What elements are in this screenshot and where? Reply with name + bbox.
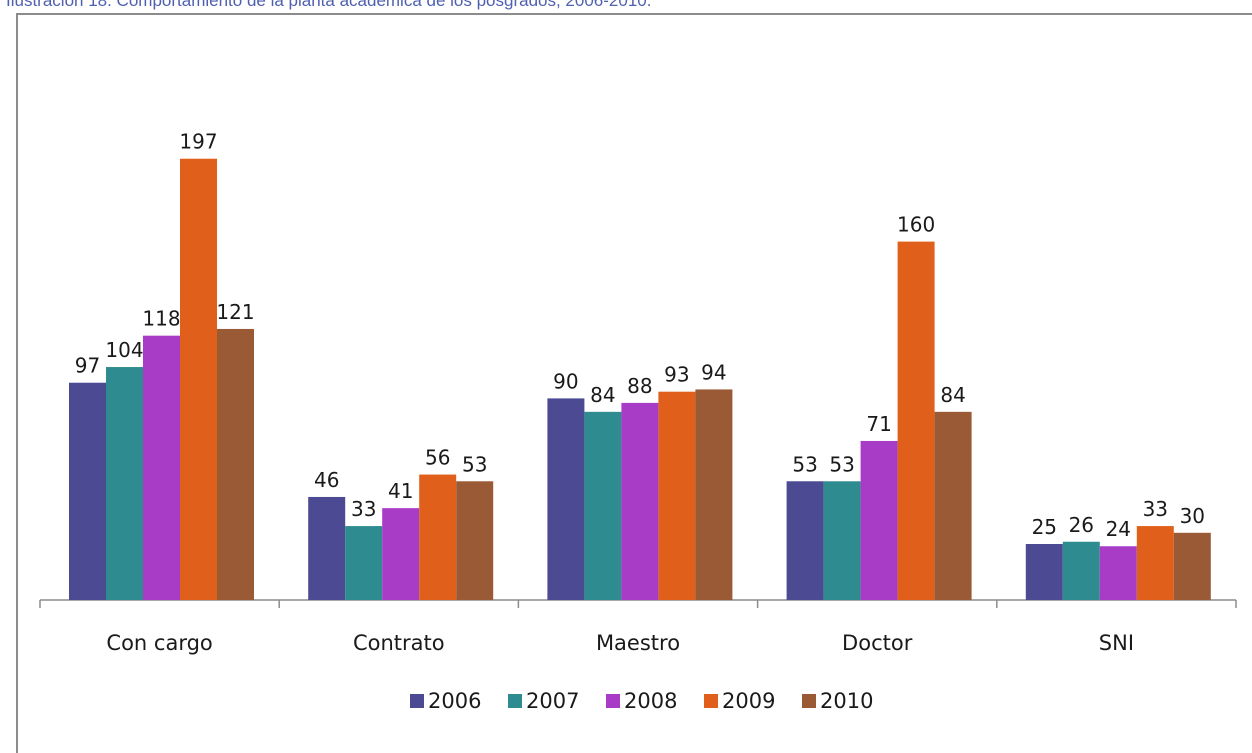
bar-2006 [547,398,585,600]
data-label: 88 [627,374,652,398]
bar-2009 [897,241,935,600]
data-label: 56 [425,446,450,470]
data-label: 121 [216,300,254,324]
data-label: 84 [590,383,615,407]
legend-swatch [508,694,522,708]
bar-2006 [786,481,824,600]
data-label: 97 [75,354,100,378]
data-label: 53 [829,452,854,476]
chart-frame [16,13,1252,753]
bar-2007 [823,481,861,600]
data-label: 53 [792,452,817,476]
bar-2007 [106,367,143,600]
figure-caption: Ilustración 18. Comportamiento de la pla… [6,0,652,10]
data-label: 104 [105,338,143,362]
data-label: 84 [940,383,965,407]
data-label: 41 [388,479,413,503]
data-label: 30 [1180,504,1205,528]
data-label: 46 [314,468,339,492]
bar-2007 [584,411,622,600]
legend-label: 2009 [722,689,775,713]
data-label: 25 [1032,515,1057,539]
data-label: 24 [1106,517,1131,541]
bar-2009 [658,391,696,600]
data-label: 33 [1143,497,1168,521]
bar-2010 [217,328,254,600]
legend-label: 2010 [820,689,873,713]
x-tick-label: Maestro [596,631,680,655]
bar-2008 [143,335,180,600]
data-label: 94 [701,360,726,384]
x-tick-label: Doctor [842,631,913,655]
bar-2007 [1062,541,1100,600]
data-label: 71 [866,412,891,436]
data-label: 90 [553,369,578,393]
bar-2009 [1136,526,1174,600]
bar-2006 [1025,544,1063,600]
data-label: 53 [462,452,487,476]
legend-label: 2007 [526,689,579,713]
data-label: 93 [664,363,689,387]
bar-2008 [860,440,898,600]
x-tick-label: Contrato [353,631,445,655]
bar-2006 [308,496,346,600]
bar-2009 [180,158,217,600]
bar-2008 [382,508,420,600]
data-label: 197 [179,130,217,154]
legend-label: 2008 [624,689,677,713]
bar-2006 [69,382,106,600]
bar-2010 [1173,532,1211,600]
x-tick-label: SNI [1099,631,1134,655]
legend-swatch [410,694,424,708]
data-label: 33 [351,497,376,521]
bar-2007 [345,526,383,600]
bar-2010 [456,481,494,600]
x-tick-label: Con cargo [106,631,212,655]
legend-swatch [802,694,816,708]
data-label: 160 [897,213,935,237]
bar-2010 [934,411,972,600]
legend-swatch [704,694,718,708]
data-label: 118 [142,307,180,331]
bar-2010 [695,389,733,600]
data-label: 26 [1069,513,1094,537]
legend-swatch [606,694,620,708]
bar-2008 [621,402,659,600]
bar-2009 [419,474,457,600]
bar-2008 [1099,546,1137,600]
legend-label: 2006 [428,689,481,713]
